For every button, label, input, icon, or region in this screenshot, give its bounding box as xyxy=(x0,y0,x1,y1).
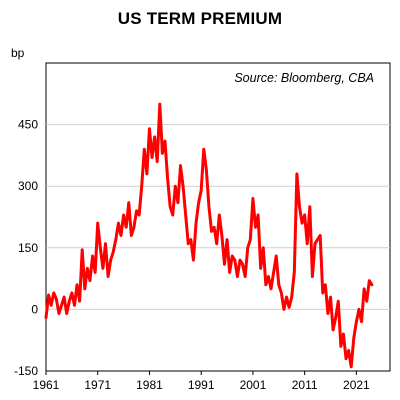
term-premium-series-line xyxy=(44,102,374,369)
y-tick-label: 450 xyxy=(18,118,38,132)
axis-ticks: -150 0 150 300 450 1961 1971 1981 1991 2001 2011 20… xyxy=(14,118,370,392)
source-annotation: Source: Bloomberg, CBA xyxy=(234,71,374,85)
y-axis-unit-label: bp xyxy=(11,46,25,60)
series-layer xyxy=(44,102,374,369)
x-tick-label: 2021 xyxy=(343,378,370,392)
x-tick-label: 1991 xyxy=(188,378,215,392)
x-tick-label: 1971 xyxy=(84,378,111,392)
x-tick-label: 2001 xyxy=(240,378,267,392)
x-tick-label: 1961 xyxy=(33,378,60,392)
x-tick-label: 2011 xyxy=(292,378,318,392)
y-tick-label: 150 xyxy=(18,241,38,255)
y-tick-label: -150 xyxy=(14,364,38,378)
chart-title: US TERM PREMIUM xyxy=(117,9,283,28)
plot-area xyxy=(45,62,391,372)
y-tick-label: 300 xyxy=(18,179,38,193)
y-tick-label: 0 xyxy=(31,302,38,316)
x-tick-label: 1981 xyxy=(136,378,163,392)
